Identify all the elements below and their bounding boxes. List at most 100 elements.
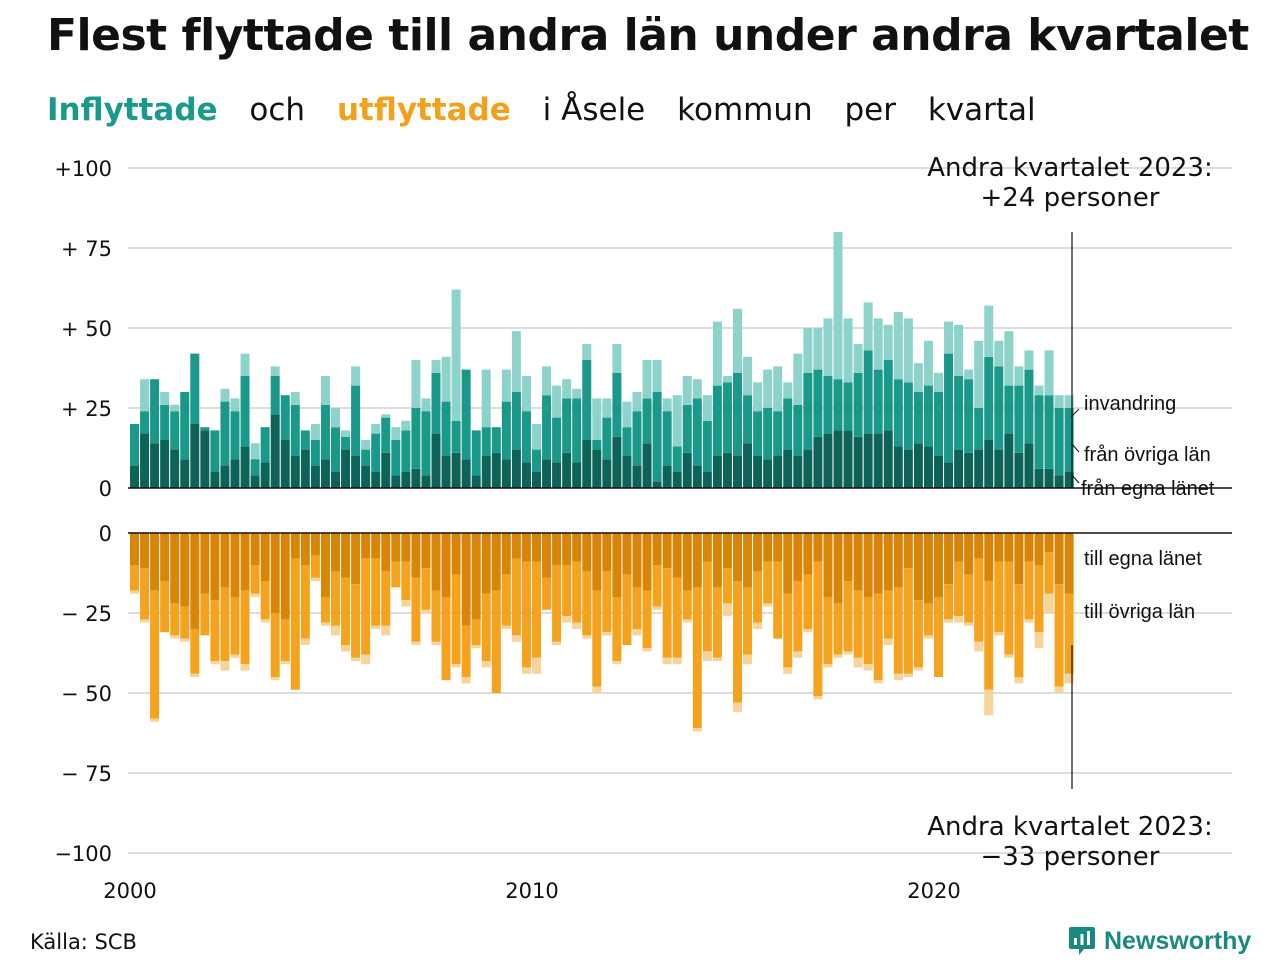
bar-out-till-egna — [290, 533, 300, 559]
inflyttade-bars — [130, 232, 1074, 488]
y-tick-label-bottom: − 25 — [61, 602, 112, 626]
label-invandring: invandring — [1084, 393, 1176, 415]
bar-out-utvandring — [813, 696, 823, 700]
bar-in-invandring — [140, 379, 150, 412]
subtitle-inflyttade: Inflyttade — [47, 92, 218, 128]
bar-out-till-ovriga — [1004, 561, 1014, 655]
bar-out-utvandring — [783, 667, 793, 674]
bar-out-till-ovriga — [873, 593, 883, 681]
bar-out-till-egna — [361, 533, 371, 559]
bar-in-fran-ovriga — [230, 411, 240, 460]
bar-out-utvandring — [170, 635, 180, 639]
bar-out-till-ovriga — [491, 590, 501, 693]
bar-in-fran-ovriga — [582, 360, 592, 440]
bar-in-fran-ovriga — [250, 459, 260, 476]
bar-out-till-ovriga — [1034, 565, 1044, 633]
bar-in-fran-ovriga — [280, 395, 290, 440]
bar-out-till-ovriga — [903, 568, 913, 674]
bar-out-till-egna — [743, 533, 753, 588]
bar-in-fran-ovriga — [481, 427, 491, 456]
bar-in-fran-egna — [501, 459, 511, 488]
bar-in-fran-ovriga — [662, 411, 672, 466]
bar-out-till-ovriga — [823, 597, 833, 665]
bar-out-till-egna — [190, 533, 200, 629]
bar-in-invandring — [622, 401, 632, 428]
bar-out-till-ovriga — [431, 590, 441, 642]
bar-in-invandring — [612, 344, 622, 373]
bar-out-till-egna — [130, 533, 139, 565]
bar-out-till-egna — [150, 533, 160, 591]
bar-out-utvandring — [1004, 654, 1014, 658]
bar-in-fran-egna — [471, 475, 481, 488]
bar-out-till-ovriga — [954, 561, 964, 617]
bar-out-till-egna — [823, 533, 833, 597]
bar-in-fran-ovriga — [552, 417, 562, 463]
bar-in-fran-egna — [381, 452, 391, 488]
bar-in-invandring — [170, 404, 180, 412]
bar-out-utvandring — [793, 651, 803, 658]
bar-out-till-ovriga — [130, 565, 139, 591]
bar-in-invandring — [994, 340, 1004, 367]
bar-in-fran-ovriga — [310, 440, 320, 466]
bar-out-till-egna — [300, 533, 310, 565]
bar-in-fran-ovriga — [893, 379, 903, 447]
bar-out-utvandring — [702, 651, 712, 661]
bar-in-fran-ovriga — [260, 427, 270, 463]
bar-out-till-egna — [582, 533, 592, 572]
bar-in-invandring — [431, 360, 441, 373]
bar-out-utvandring — [602, 632, 612, 636]
bar-out-till-egna — [984, 533, 994, 581]
bar-out-utvandring — [230, 654, 240, 658]
bar-out-till-ovriga — [532, 561, 541, 658]
bar-out-till-egna — [863, 533, 873, 597]
bar-in-fran-ovriga — [300, 430, 310, 450]
bar-out-utvandring — [743, 654, 753, 665]
bar-out-utvandring — [1014, 677, 1024, 684]
bar-out-utvandring — [421, 609, 431, 613]
bar-in-fran-ovriga — [140, 411, 150, 434]
bar-out-utvandring — [1044, 593, 1054, 613]
bar-out-till-egna — [441, 533, 451, 597]
bar-in-invandring — [521, 376, 531, 412]
bar-out-till-ovriga — [542, 577, 552, 610]
bar-out-till-egna — [883, 533, 893, 591]
bar-out-utvandring — [562, 616, 572, 623]
bar-out-utvandring — [521, 667, 531, 674]
bar-in-invandring — [722, 376, 732, 383]
bar-out-till-egna — [220, 533, 230, 588]
bar-out-till-egna — [562, 533, 572, 565]
bar-out-till-egna — [602, 533, 612, 572]
bar-out-utvandring — [672, 657, 682, 665]
subtitle-och: och — [249, 92, 306, 128]
bar-in-fran-ovriga — [1044, 395, 1054, 469]
bar-in-fran-egna — [923, 446, 933, 488]
bar-out-till-egna — [230, 533, 240, 597]
bar-in-fran-egna — [481, 456, 491, 488]
bar-in-fran-ovriga — [682, 404, 692, 453]
bar-out-till-ovriga — [140, 568, 150, 620]
bar-in-fran-ovriga — [733, 372, 742, 456]
bar-out-till-ovriga — [562, 565, 572, 617]
bar-in-invandring — [501, 369, 511, 402]
bar-out-till-ovriga — [964, 574, 974, 623]
bar-out-utvandring — [733, 702, 742, 713]
subtitle-kommun: kommun — [677, 92, 813, 128]
bar-out-till-ovriga — [793, 581, 803, 652]
bar-out-utvandring — [893, 673, 903, 681]
bar-out-till-ovriga — [893, 587, 903, 674]
bar-in-invandring — [532, 424, 541, 450]
bar-in-invandring — [391, 427, 401, 440]
utflyttade-bars — [130, 533, 1074, 732]
bar-in-fran-ovriga — [401, 430, 411, 472]
bar-in-invandring — [320, 376, 330, 405]
bar-out-till-ovriga — [743, 587, 753, 655]
bar-out-till-ovriga — [682, 590, 692, 620]
bar-in-invandring — [572, 388, 582, 399]
bar-out-till-egna — [491, 533, 501, 591]
bar-in-fran-ovriga — [431, 372, 441, 434]
bar-in-invandring — [220, 388, 230, 402]
newsworthy-logo[interactable]: Newsworthy — [1068, 924, 1251, 958]
bar-in-fran-ovriga — [1034, 395, 1044, 469]
bar-in-fran-ovriga — [210, 430, 220, 472]
bar-out-till-ovriga — [923, 603, 933, 636]
